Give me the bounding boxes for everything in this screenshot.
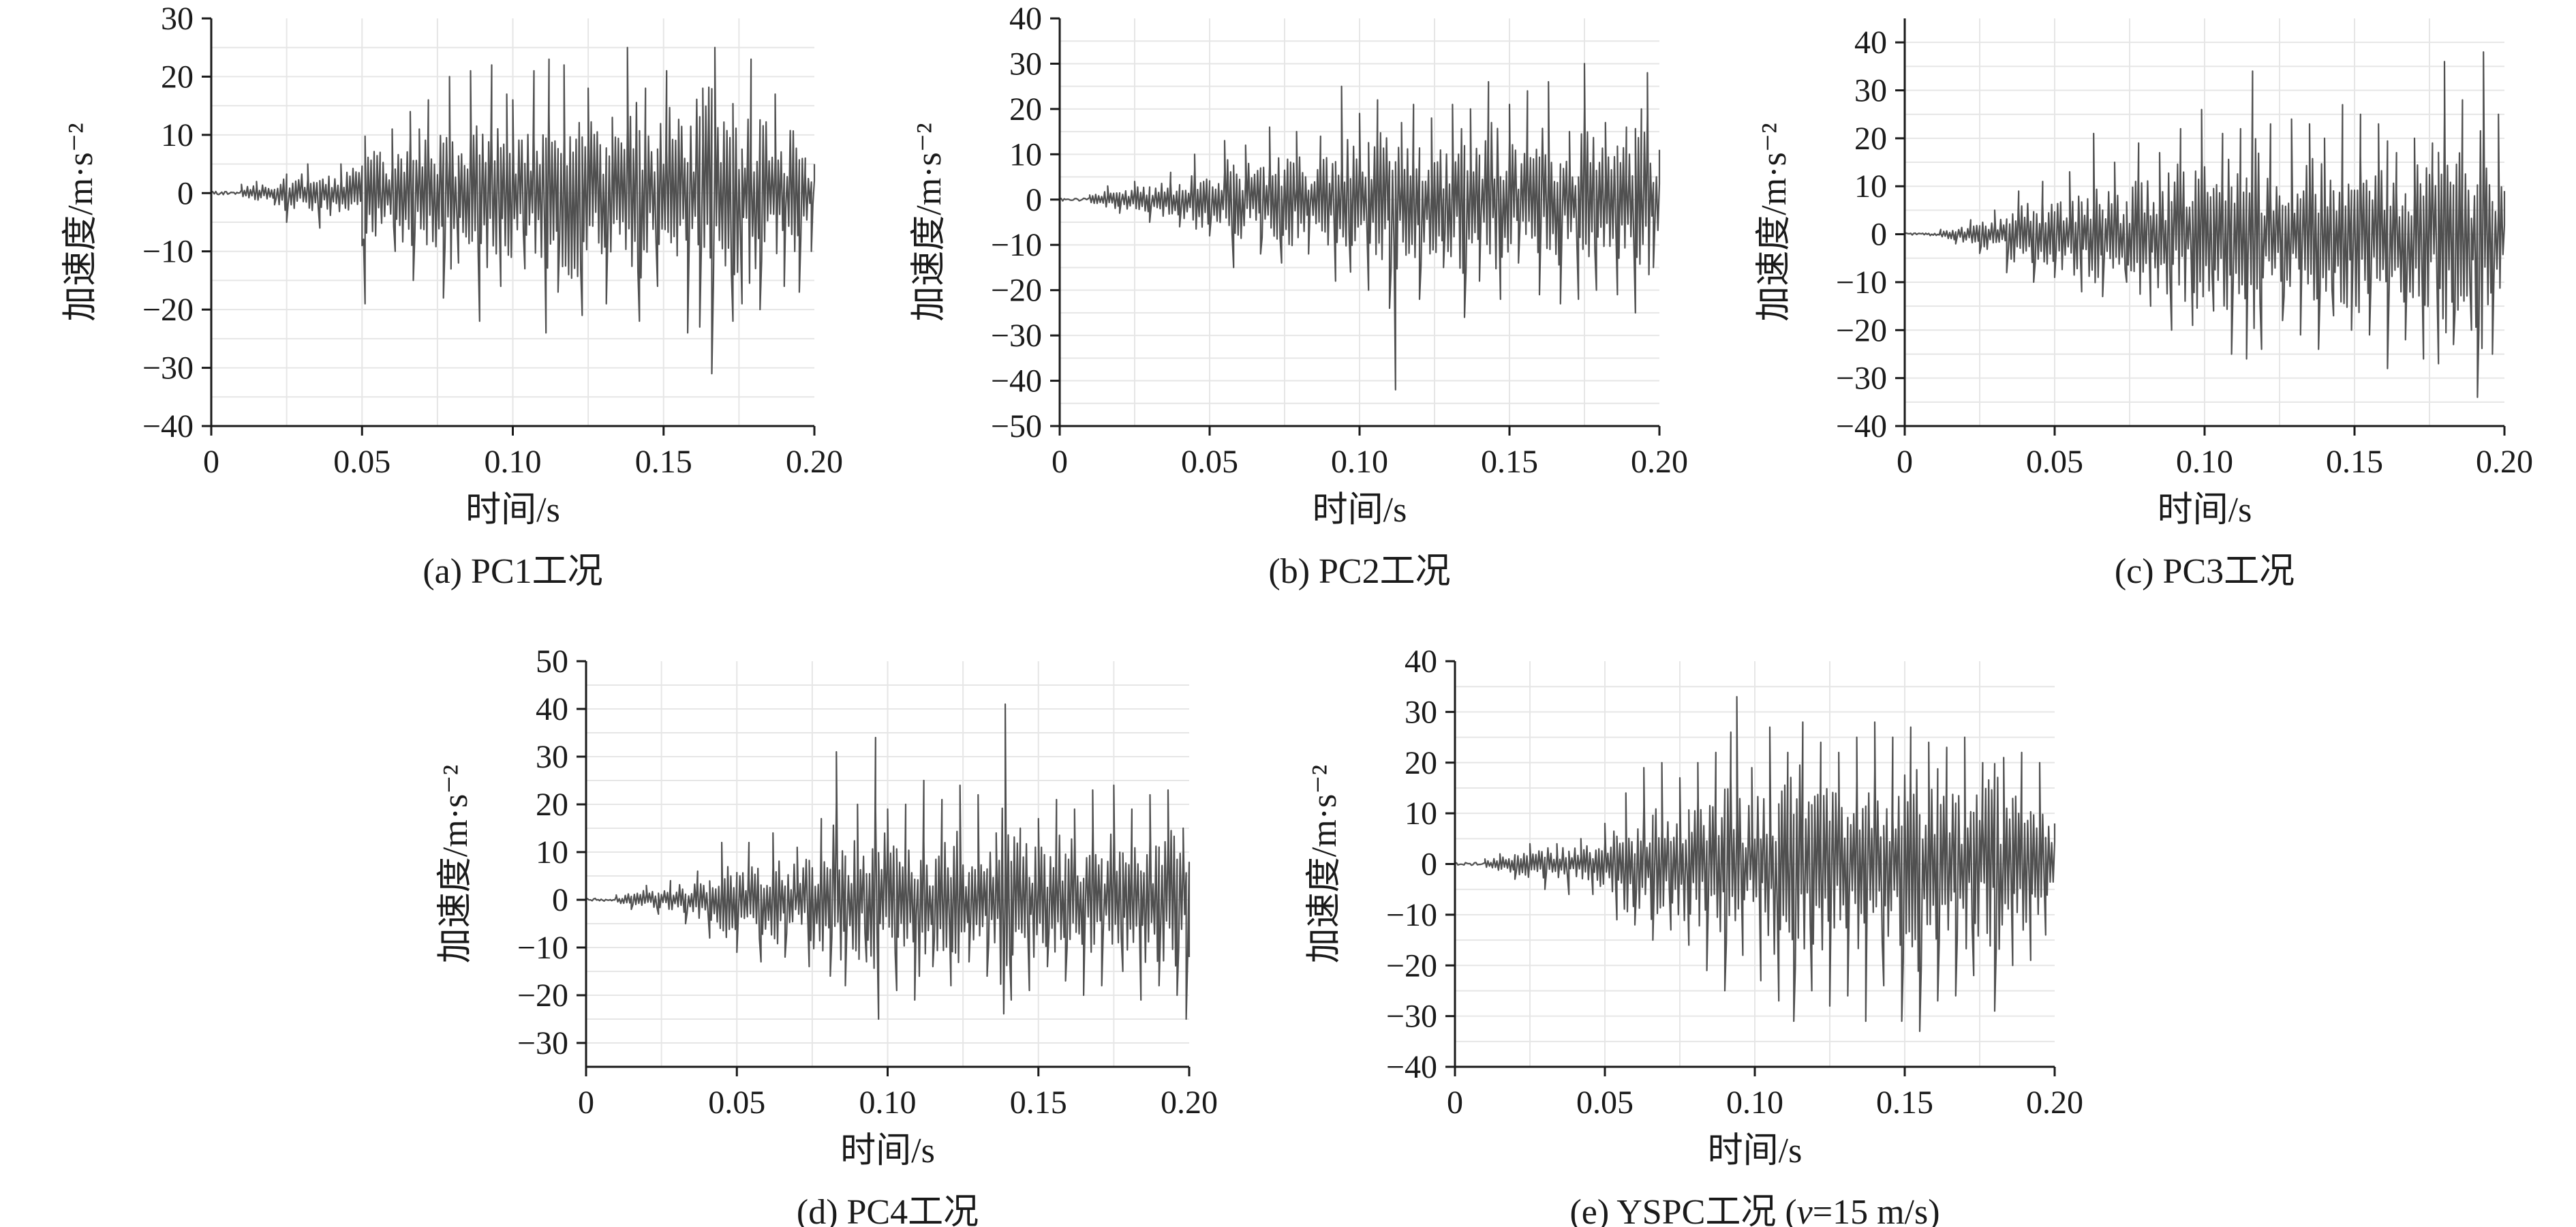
x-tick-label: 0.05: [1181, 444, 1238, 480]
chart-panel-b: −50 −40 −30 −20 −10 0 10 20 30 40 0 0.05 0.10 0.15 0.2…: [910, 1, 1688, 591]
x-tick-label: 0.15: [635, 444, 692, 480]
x-tick-label: 0: [1052, 444, 1068, 480]
y-tick-label: −10: [1386, 897, 1437, 933]
y-tick-label: 0: [552, 882, 568, 918]
y-tick-label: −20: [142, 292, 194, 328]
y-tick-label: 50: [536, 643, 568, 680]
y-tick-label: −40: [991, 363, 1042, 399]
y-tick-label: −30: [1386, 999, 1437, 1035]
series-line-d: [585, 703, 1191, 1020]
y-tick-label: 10: [1405, 796, 1437, 832]
series-line-e: [1454, 696, 2056, 1032]
grid: [1905, 18, 2504, 426]
x-tick-label: 0.10: [1726, 1085, 1783, 1121]
y-tick-label: −20: [1386, 948, 1437, 984]
y-tick-label: −10: [991, 227, 1042, 263]
x-tick-label: 0.20: [2026, 1085, 2083, 1121]
x-tick-label: 0.10: [859, 1085, 917, 1121]
y-tick-label: 0: [1871, 217, 1887, 253]
chart-panel-c: −40 −30 −20 −10 0 10 20 30 40 0 0.05 0.10 0.15 0.20 时间…: [1755, 18, 2533, 591]
x-tick-label: 0.20: [786, 444, 843, 480]
x-tick-label: 0.20: [2476, 444, 2533, 480]
x-tick-label: 0: [1897, 444, 1913, 480]
x-tick-label: 0.05: [2026, 444, 2083, 480]
panel-caption: (c) PC3工况: [2115, 552, 2295, 591]
chart-panel-e: −40 −30 −20 −10 0 10 20 30 40 0 0.05 0.10 0.15 0.20 时间…: [1305, 643, 2083, 1227]
y-axis-title: 加速度/m·s⁻²: [1755, 123, 1794, 322]
panel-caption: (b) PC2工况: [1268, 552, 1450, 591]
x-tick-label: 0.15: [1010, 1085, 1067, 1121]
y-tick-label: −20: [1836, 312, 1887, 348]
y-tick-label: 0: [1421, 847, 1437, 883]
x-tick-label: 0.10: [2176, 444, 2233, 480]
y-axis-title: 加速度/m·s⁻²: [61, 123, 100, 322]
y-tick-label: 30: [1854, 73, 1887, 109]
series-line-a: [211, 46, 816, 375]
y-tick-label: −20: [517, 978, 568, 1014]
chart-panel-d: −30 −20 −10 0 10 20 30 40 50 0 0.05 0.10 0.15 0.20 时间/…: [436, 643, 1218, 1227]
x-axis-title: 时间/s: [1708, 1132, 1803, 1170]
panel-caption: (e) YSPC工况 (v=15 m/s): [1569, 1193, 1939, 1227]
y-tick-label: 0: [177, 175, 194, 211]
y-tick-label: 20: [1405, 745, 1437, 781]
x-tick-label: 0.10: [1331, 444, 1388, 480]
x-axis-title: 时间/s: [465, 491, 560, 530]
y-tick-label: 10: [536, 834, 568, 870]
y-tick-label: 40: [1854, 25, 1887, 61]
y-tick-label: −30: [991, 318, 1042, 354]
y-tick-label: −10: [517, 930, 568, 966]
x-tick-label: 0: [1447, 1085, 1463, 1121]
series-line-b: [1059, 63, 1661, 391]
x-tick-label: 0.15: [1876, 1085, 1933, 1121]
x-tick-label: 0.05: [333, 444, 390, 480]
x-tick-label: 0.10: [485, 444, 542, 480]
y-tick-label: −40: [142, 408, 194, 444]
y-tick-label: 20: [1854, 121, 1887, 157]
x-tick-label: 0: [203, 444, 219, 480]
y-tick-label: 10: [1854, 168, 1887, 204]
y-tick-label: 10: [1009, 136, 1042, 172]
y-tick-label: −30: [517, 1025, 568, 1061]
x-tick-label: 0.20: [1161, 1085, 1218, 1121]
y-tick-label: 40: [1009, 1, 1042, 37]
y-tick-label: −40: [1386, 1049, 1437, 1085]
grid: [1060, 18, 1659, 426]
y-axis-title: 加速度/m·s⁻²: [910, 123, 949, 322]
y-tick-label: 30: [1405, 694, 1437, 730]
y-tick-label: −30: [1836, 361, 1887, 397]
y-tick-label: −30: [142, 350, 194, 387]
y-tick-label: −40: [1836, 408, 1887, 444]
x-tick-label: 0.20: [1631, 444, 1688, 480]
y-tick-label: 20: [1009, 91, 1042, 127]
y-tick-label: −10: [142, 234, 194, 270]
x-tick-label: 0.15: [2326, 444, 2383, 480]
y-tick-label: 20: [536, 787, 568, 823]
y-tick-label: 20: [161, 59, 194, 95]
panel-caption: (d) PC4工况: [797, 1193, 979, 1227]
y-axis-title: 加速度/m·s⁻²: [436, 765, 475, 964]
x-axis-title: 时间/s: [840, 1132, 935, 1170]
grid: [586, 661, 1189, 1067]
y-tick-label: 10: [161, 117, 194, 153]
y-tick-label: −20: [991, 273, 1042, 309]
x-axis-title: 时间/s: [2158, 491, 2252, 530]
x-tick-label: 0.05: [708, 1085, 765, 1121]
y-axis-title: 加速度/m·s⁻²: [1305, 765, 1344, 964]
y-tick-label: 30: [1009, 46, 1042, 82]
y-tick-label: 40: [1405, 643, 1437, 680]
y-tick-label: 0: [1026, 182, 1042, 218]
y-tick-label: −50: [991, 408, 1042, 444]
y-tick-label: 40: [536, 691, 568, 727]
y-tick-label: −10: [1836, 264, 1887, 301]
series-line-c: [1904, 51, 2506, 398]
x-axis-title: 时间/s: [1313, 491, 1407, 530]
y-tick-label: 30: [536, 739, 568, 775]
x-tick-label: 0.05: [1576, 1085, 1634, 1121]
y-tick-label: 30: [161, 1, 194, 37]
chart-panel-a: −40 −30 −20 −10 0 10 20 30 0 0.05 0.10 0.15 0.20 时间/s…: [61, 1, 843, 591]
x-tick-label: 0.15: [1481, 444, 1538, 480]
x-tick-label: 0: [578, 1085, 594, 1121]
panel-caption: (a) PC1工况: [423, 552, 602, 591]
